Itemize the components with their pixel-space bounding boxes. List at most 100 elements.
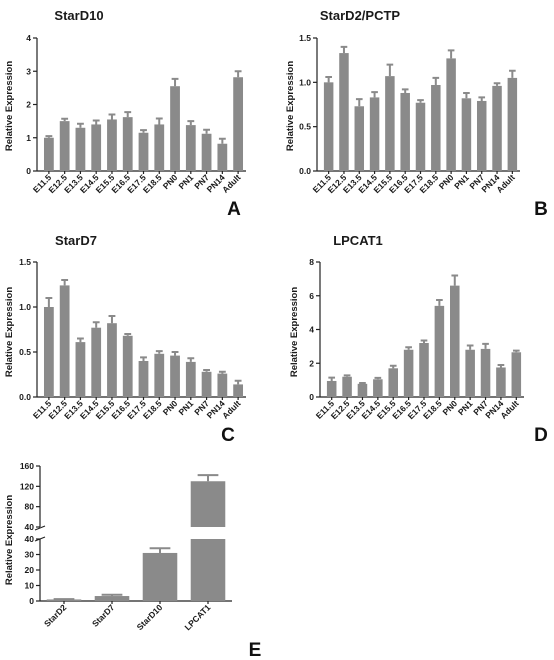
panel-c-bar-e18-5 [154, 353, 165, 397]
panel-b-bar-e14-5 [369, 97, 380, 171]
panel-a-ylabel: Relative Expression [4, 61, 15, 151]
panel-e-ytick-upper-label-2: 120 [20, 481, 34, 491]
panel-c-errorbar-e11-5 [45, 297, 53, 307]
panel-a-errorbar-adult [234, 70, 242, 78]
panel-b-bar-pn1 [461, 98, 472, 171]
panel-e-ytick-lower-label-0: 0 [29, 596, 34, 606]
panel-c-ytick-label-0: 0.0 [19, 392, 31, 402]
panel-c-errorbar-e18-5 [155, 350, 163, 354]
panel-c-title: StarD7 [55, 233, 97, 248]
panel-d-bar-e13-5 [357, 383, 368, 397]
panel-a-errorbar-e11-5 [45, 135, 53, 138]
panel-d-bar-e11-5 [326, 380, 337, 397]
panel-d-xtick-label-pn1: PN1 [456, 398, 475, 417]
panel-a-ytick-label-1: 1 [26, 133, 31, 143]
panel-c-errorbar-e15-5 [108, 315, 116, 324]
panel-a-bar-e18-5 [154, 124, 165, 171]
panel-a-errorbar-pn7 [203, 128, 210, 134]
panel-b-errorbar-pn1 [463, 91, 470, 99]
panel-a-bar-pn7 [201, 133, 212, 171]
panel-e-ylabel: Relative Expression [4, 495, 15, 585]
panel-a-xtick-label-pn1: PN1 [176, 172, 195, 191]
panel-b-bar-e13-5 [354, 106, 365, 171]
panel-c-bar-e15-5 [107, 323, 117, 397]
panel-b-errorbar-e17-5 [417, 99, 424, 103]
panel-b-errorbar-e11-5 [325, 76, 332, 83]
panel-d-bar-adult [511, 352, 522, 397]
panel-e-errorbar-stard7 [101, 593, 123, 597]
panel-e-ytick-lower-label-2: 20 [25, 565, 35, 575]
panel-e-bar-stard7 [94, 596, 130, 601]
panel-b-xtick-label-adult: Adult [494, 172, 517, 195]
panel-b-bar-e15-5 [385, 76, 395, 171]
panel-e-xtick-label-stard10: StarD10 [135, 602, 165, 632]
panel-c-bar-pn7 [201, 371, 212, 397]
panel-d-bar-pn1 [465, 349, 475, 397]
panel-e-ytick-upper-label-0: 40 [25, 522, 35, 532]
panel-b-bar-e16-5 [400, 92, 410, 171]
panel-d-errorbar-e15-5 [389, 364, 397, 369]
panel-b-errorbar-pn0 [447, 49, 455, 59]
panel-e-xtick-label-stard7: StarD7 [90, 602, 117, 629]
panel-c-errorbar-pn7 [203, 369, 210, 372]
panel-a-bar-e11-5 [43, 137, 54, 171]
panel-c-bar-e13-5 [75, 342, 86, 397]
panel-b-ylabel: Relative Expression [285, 61, 296, 151]
panel-a-errorbar-e14-5 [92, 119, 100, 125]
panel-d-title: LPCAT1 [333, 233, 383, 248]
panel-a-bar-e14-5 [91, 124, 102, 171]
panel-d-errorbar-adult [512, 349, 520, 353]
panel-d-errorbar-e12-5 [343, 374, 351, 377]
panel-d-errorbar-e18-5 [436, 298, 443, 306]
panel-d-bar-pn14 [496, 367, 506, 397]
panel-b-bar-e18-5 [431, 84, 441, 171]
panel-b-title: StarD2/PCTP [320, 8, 401, 23]
panel-d-ytick-label-1: 2 [309, 358, 314, 368]
panel-b-errorbar-e16-5 [401, 88, 409, 93]
panel-c-errorbar-e17-5 [140, 356, 147, 361]
panel-d-plot: 02468E11.5E12.5E13.5E14.5E15.5E16.5E17.5… [309, 257, 524, 421]
panel-c-xtick-label-pn1: PN1 [176, 398, 195, 417]
panel-d-errorbar-e16-5 [405, 346, 412, 350]
panel-a-bar-e15-5 [107, 119, 117, 171]
panel-c-ytick-label-2: 1.0 [19, 302, 31, 312]
panel-d-bar-e12-5 [342, 376, 352, 397]
panel-e-xtick-label-stard2: StarD2 [42, 602, 69, 629]
panel-e-ytick-lower-label-1: 10 [25, 581, 35, 591]
panel-b-errorbar-e12-5 [340, 45, 348, 54]
panel-a-errorbar-e12-5 [61, 117, 69, 122]
panel-a-bar-e13-5 [75, 127, 86, 171]
panel-b-errorbar-e18-5 [432, 76, 440, 85]
panel-e-plot: 40 80 120 160 0 10 20 30 40 StarD2 StarD7 StarD10 LP… [20, 461, 232, 632]
panel-d-ytick-label-0: 0 [309, 392, 314, 402]
panel-d-errorbar-pn1 [466, 344, 474, 350]
panel-b-bar-pn7 [476, 100, 487, 171]
panel-a-errorbar-pn0 [171, 77, 179, 87]
panel-c-bar-e17-5 [138, 361, 149, 397]
panel-e-bar-stard2 [46, 599, 82, 601]
panel-a-errorbar-e13-5 [77, 122, 84, 128]
panel-c: StarD7 Relative Expression 0.00.51.01.5E… [4, 233, 246, 446]
panel-d-ytick-label-4: 8 [309, 257, 314, 267]
panel-e-bar-lpcat1-lower [190, 539, 226, 601]
panel-c-xtick-label-pn0: PN0 [161, 398, 180, 417]
panel-c-bar-adult [233, 384, 244, 397]
panel-d-ytick-label-2: 4 [309, 325, 314, 335]
panel-b-errorbar-e14-5 [371, 91, 378, 98]
panel-d-ytick-label-3: 6 [309, 291, 314, 301]
panel-a-ytick-label-0: 0 [26, 166, 31, 176]
panel-a-title: StarD10 [54, 8, 103, 23]
panel-a-bar-e12-5 [59, 121, 70, 171]
panel-a-bar-e16-5 [122, 117, 133, 171]
panel-d-bar-e18-5 [434, 305, 445, 397]
panel-b-errorbar-adult [509, 69, 516, 78]
panel-d-bar-e14-5 [373, 379, 383, 397]
panel-b-plot: 0.00.51.01.5E11.5E12.5E13.5E14.5E15.5E16… [299, 33, 520, 195]
panel-b-bar-pn0 [446, 58, 456, 171]
panel-b-errorbar-e13-5 [355, 98, 363, 107]
panel-e-ytick-upper-label-3: 160 [20, 461, 34, 471]
panel-a-errorbar-e16-5 [124, 111, 132, 118]
panel-a-plot: 01234E11.5E12.5E13.5E14.5E15.5E16.5E17.5… [26, 33, 246, 195]
panel-a-bar-e17-5 [138, 132, 149, 171]
panel-c-xtick-label-adult: Adult [220, 398, 243, 421]
